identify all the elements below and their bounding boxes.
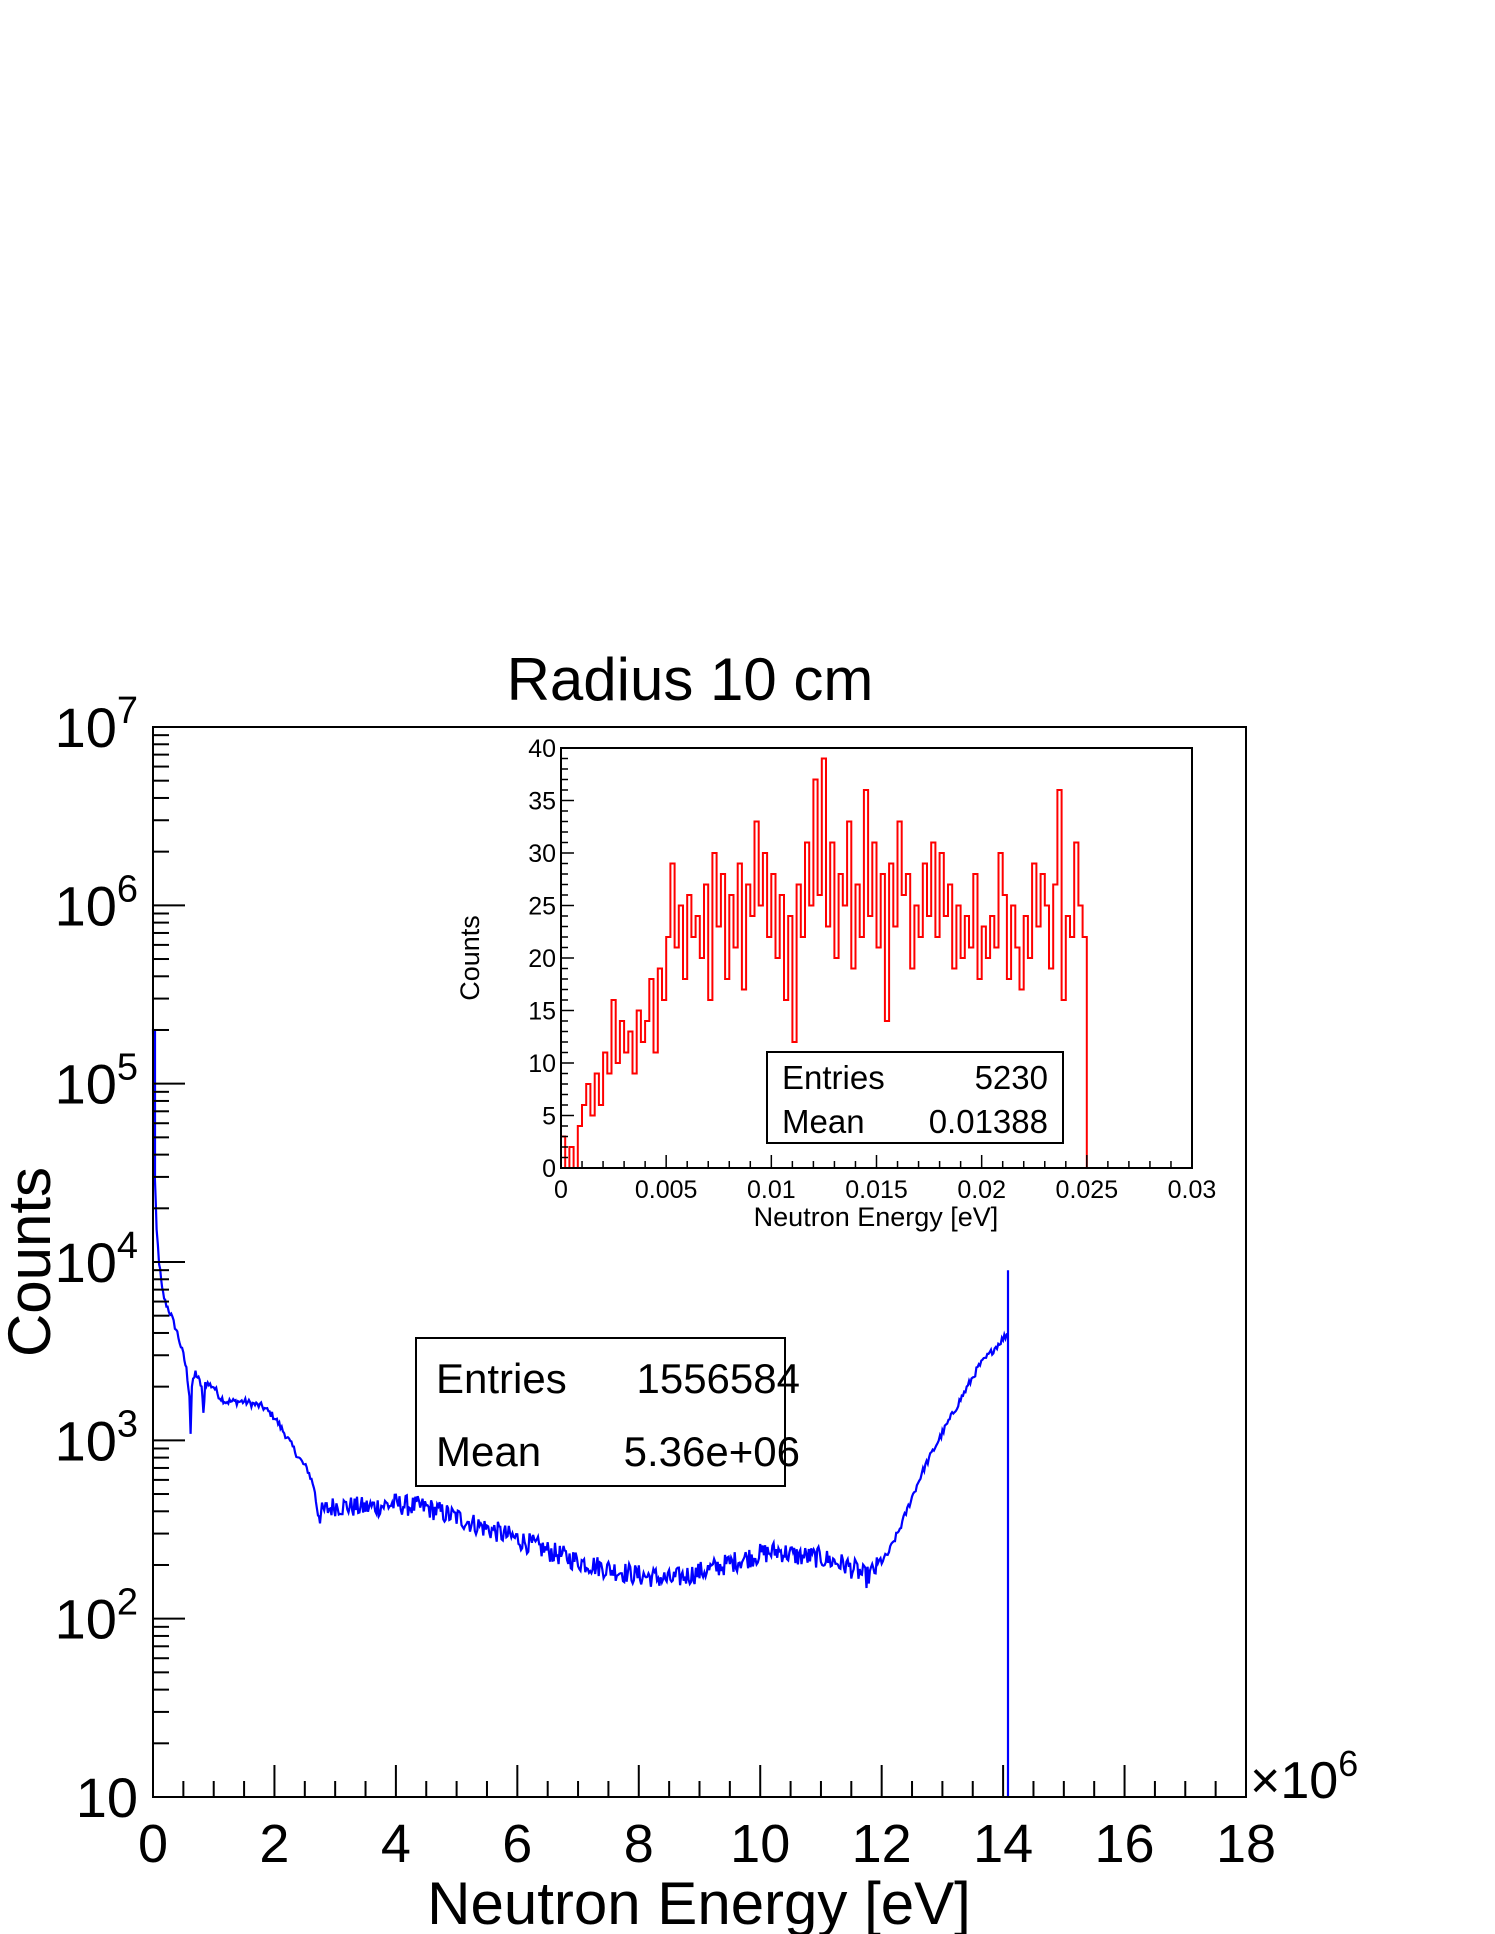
inset-x-tick-label: 0 bbox=[554, 1176, 568, 1204]
main-stats-mean-label: Mean bbox=[436, 1428, 541, 1475]
inset-stats-box-frame bbox=[766, 1051, 1064, 1144]
inset-x-tick-label: 0.01 bbox=[747, 1176, 796, 1204]
inset-stats-mean-label: Mean bbox=[782, 1103, 865, 1140]
inset-histogram-line bbox=[560, 757, 1088, 1169]
inset-y-tick-label: 0 bbox=[542, 1155, 556, 1183]
inset-axes: 0 0.005 0.01 0.015 0.02 0.025 0.03 0 5 10 15 20 25 30… bbox=[528, 735, 1216, 1204]
main-x-axis-label: Neutron Energy [eV] bbox=[427, 1870, 971, 1934]
inset-y-tick-label: 5 bbox=[542, 1103, 556, 1131]
x-tick-label: 8 bbox=[624, 1814, 654, 1874]
y-tick-label: 107 bbox=[55, 690, 138, 759]
main-stats-box: Entries 1556584 Mean 5.36e+06 bbox=[415, 1337, 800, 1487]
main-stats-box-frame bbox=[415, 1337, 786, 1487]
inset-stats-entries-label: Entries bbox=[782, 1059, 885, 1096]
inset-y-tick-label: 40 bbox=[528, 735, 556, 763]
x-multiplier-label: ×106 bbox=[1250, 1743, 1358, 1810]
main-stats-mean-value: 5.36e+06 bbox=[624, 1428, 800, 1475]
inset-x-tick-label: 0.02 bbox=[957, 1176, 1006, 1204]
inset-x-tick-label: 0.015 bbox=[845, 1176, 908, 1204]
main-series-layer bbox=[151, 1028, 1010, 1797]
inset-series-layer bbox=[560, 757, 1088, 1169]
y-tick-label: 103 bbox=[55, 1403, 138, 1472]
x-tick-label: 18 bbox=[1216, 1814, 1276, 1874]
inset-x-tick-label: 0.03 bbox=[1168, 1176, 1217, 1204]
main-stats-entries-value: 1556584 bbox=[636, 1355, 800, 1402]
x-tick-label: 16 bbox=[1095, 1814, 1155, 1874]
x-tick-label: 10 bbox=[730, 1814, 790, 1874]
y-tick-label: 105 bbox=[55, 1047, 138, 1116]
x-tick-label: 2 bbox=[259, 1814, 289, 1874]
inset-y-tick-label: 15 bbox=[528, 998, 556, 1026]
inset-x-axis-label: Neutron Energy [eV] bbox=[754, 1202, 999, 1232]
inset-stats-box: Entries 5230 Mean 0.01388 bbox=[766, 1051, 1064, 1144]
y-tick-label: 104 bbox=[55, 1225, 138, 1294]
x-tick-label: 0 bbox=[138, 1814, 168, 1874]
inset-y-tick-label: 30 bbox=[528, 840, 556, 868]
x-tick-label: 14 bbox=[973, 1814, 1033, 1874]
x-tick-label: 12 bbox=[852, 1814, 912, 1874]
y-tick-label: 106 bbox=[55, 868, 138, 937]
main-spectrum-line bbox=[151, 1028, 1010, 1797]
y-tick-label: 102 bbox=[55, 1582, 138, 1651]
x-tick-label: 6 bbox=[502, 1814, 532, 1874]
inset-plot: 0 0.005 0.01 0.015 0.02 0.025 0.03 0 5 10 15 20 25 30… bbox=[455, 735, 1216, 1232]
main-y-axis-label: Counts bbox=[0, 1167, 63, 1357]
inset-x-tick-label: 0.025 bbox=[1056, 1176, 1119, 1204]
inset-stats-entries-value: 5230 bbox=[975, 1059, 1048, 1096]
main-stats-entries-label: Entries bbox=[436, 1355, 567, 1402]
inset-stats-mean-value: 0.01388 bbox=[929, 1103, 1048, 1140]
x-tick-label: 4 bbox=[381, 1814, 411, 1874]
chart-title: Radius 10 cm bbox=[507, 646, 874, 713]
inset-y-axis-label: Counts bbox=[455, 915, 485, 1001]
y-tick-label: 10 bbox=[76, 1766, 138, 1829]
x-multiplier-exponent: 6 bbox=[1338, 1743, 1358, 1784]
inset-y-tick-label: 25 bbox=[528, 893, 556, 921]
main-plot: Radius 10 cm 0 2 4 6 8 10 12 14 16 18 10 102 103 104 1… bbox=[0, 646, 1358, 1934]
inset-y-tick-label: 10 bbox=[528, 1050, 556, 1078]
inset-x-tick-label: 0.005 bbox=[635, 1176, 698, 1204]
inset-y-tick-label: 20 bbox=[528, 945, 556, 973]
inset-y-tick-label: 35 bbox=[528, 788, 556, 816]
